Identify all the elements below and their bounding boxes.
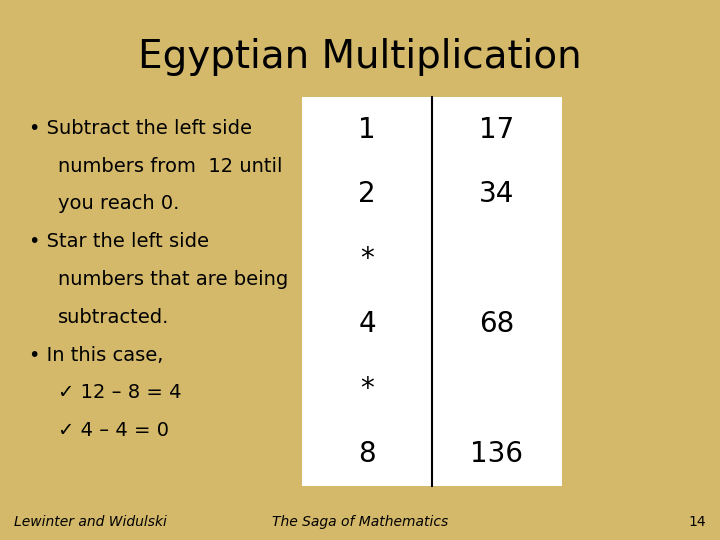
FancyBboxPatch shape <box>302 97 562 486</box>
Text: • Subtract the left side: • Subtract the left side <box>29 119 252 138</box>
Text: 2: 2 <box>359 180 376 208</box>
Text: Egyptian Multiplication: Egyptian Multiplication <box>138 38 582 76</box>
Text: • Star the left side: • Star the left side <box>29 232 209 251</box>
Text: numbers from  12 until: numbers from 12 until <box>58 157 282 176</box>
Text: 34: 34 <box>479 180 515 208</box>
Text: The Saga of Mathematics: The Saga of Mathematics <box>272 515 448 529</box>
Text: 17: 17 <box>480 116 514 144</box>
Text: you reach 0.: you reach 0. <box>58 194 179 213</box>
Text: 14: 14 <box>688 515 706 529</box>
Text: ✓ 12 – 8 = 4: ✓ 12 – 8 = 4 <box>58 383 181 402</box>
Text: 8: 8 <box>359 440 376 468</box>
Text: • In this case,: • In this case, <box>29 346 163 365</box>
Text: Lewinter and Widulski: Lewinter and Widulski <box>14 515 167 529</box>
Text: 136: 136 <box>470 440 523 468</box>
Text: *: * <box>360 375 374 403</box>
Text: subtracted.: subtracted. <box>58 308 169 327</box>
Text: 1: 1 <box>359 116 376 144</box>
Text: *: * <box>360 245 374 273</box>
Text: 4: 4 <box>359 310 376 338</box>
Text: numbers that are being: numbers that are being <box>58 270 288 289</box>
Text: ✓ 4 – 4 = 0: ✓ 4 – 4 = 0 <box>58 421 168 440</box>
Text: 68: 68 <box>480 310 514 338</box>
